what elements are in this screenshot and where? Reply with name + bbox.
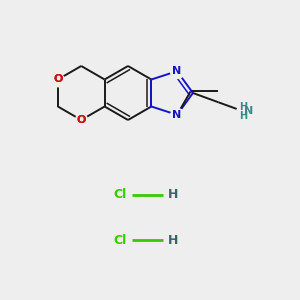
Text: H: H [240, 112, 248, 122]
Text: O: O [76, 115, 86, 125]
Text: N: N [172, 66, 182, 76]
Text: Cl: Cl [113, 188, 126, 202]
Text: H: H [240, 103, 248, 112]
Text: H: H [168, 233, 178, 247]
Text: N: N [172, 110, 182, 120]
Text: H: H [168, 188, 178, 202]
Text: O: O [76, 115, 86, 125]
Text: Cl: Cl [113, 233, 126, 247]
Text: O: O [53, 74, 62, 85]
Text: O: O [53, 74, 62, 85]
Text: N: N [244, 106, 253, 116]
